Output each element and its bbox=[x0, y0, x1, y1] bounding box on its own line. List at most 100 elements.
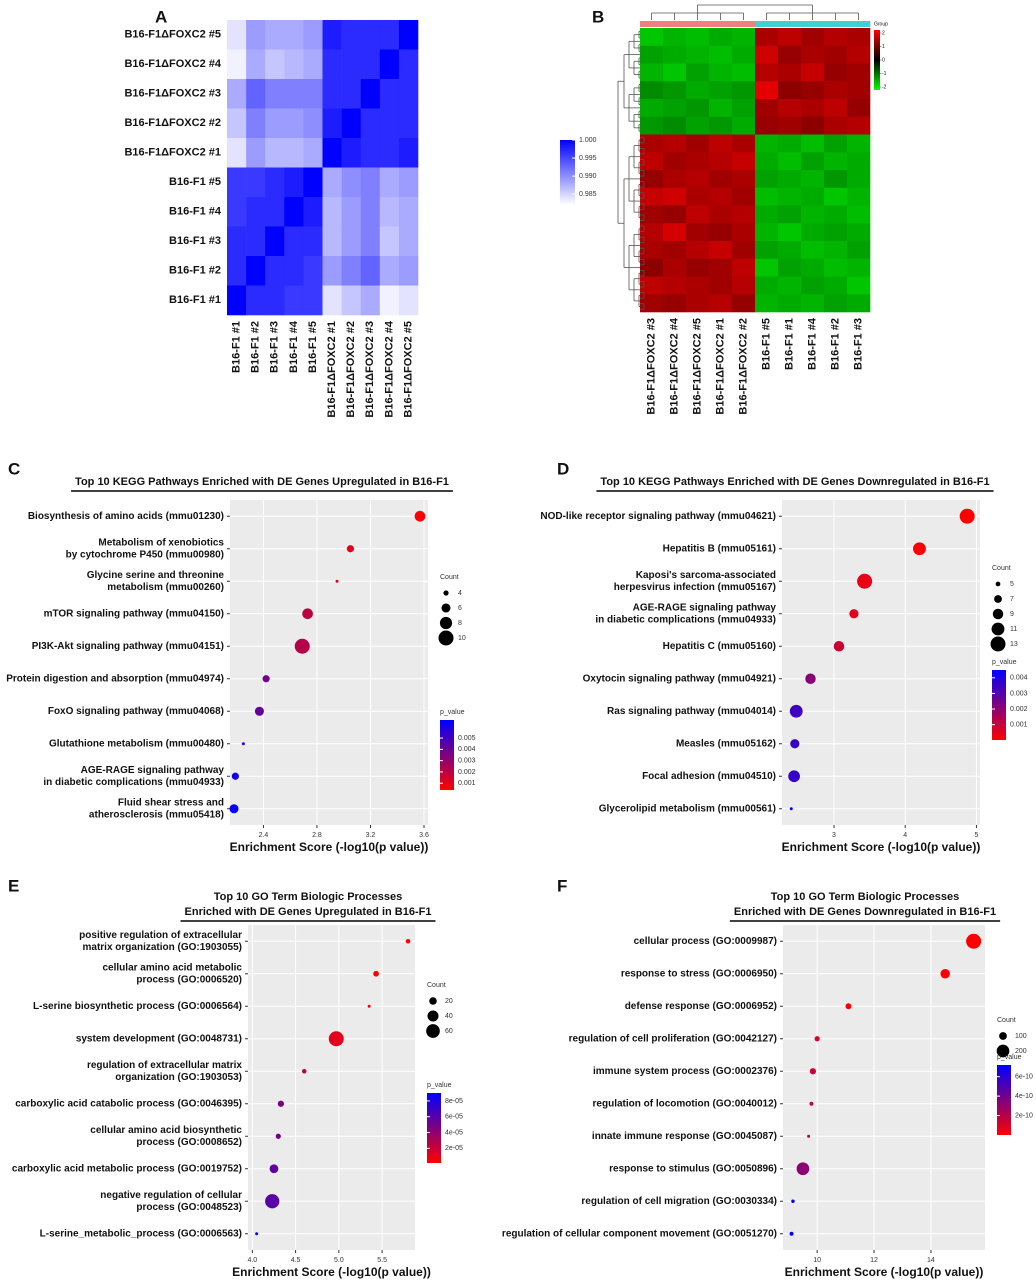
column-label: B16-F1ΔFOXC2 #2 bbox=[737, 318, 749, 415]
y-tick-label: by cytochrome P450 (mmu00980) bbox=[66, 549, 224, 560]
heat-cell bbox=[227, 20, 247, 50]
legend-title: p_value bbox=[440, 709, 465, 716]
colorbar-tick-label: 8e-05 bbox=[445, 1098, 463, 1105]
colorbar-tick-label: 2e-05 bbox=[445, 1145, 463, 1152]
colorbar-tick-label: 0.005 bbox=[458, 735, 476, 742]
heat-cell bbox=[246, 108, 266, 139]
heat-cell bbox=[847, 276, 871, 295]
heat-cell bbox=[686, 116, 710, 135]
heat-cell bbox=[732, 258, 756, 277]
legend-dot bbox=[441, 603, 451, 613]
heat-cell bbox=[303, 167, 323, 198]
colorbar-tick-label: 0.003 bbox=[1010, 690, 1028, 697]
heat-cell bbox=[686, 223, 710, 242]
legend-title: p_value bbox=[427, 1082, 452, 1089]
heat-cell bbox=[824, 28, 848, 47]
colorbar-tick-label: 4e-10 bbox=[1015, 1093, 1033, 1100]
heat-cell bbox=[322, 79, 342, 109]
column-label: B16-F1ΔFOXC2 #1 bbox=[714, 318, 726, 415]
plot-background bbox=[782, 500, 980, 825]
colorbar-tick-label: 0.001 bbox=[1010, 722, 1028, 729]
heat-cell bbox=[824, 294, 848, 313]
panel-label: B bbox=[592, 7, 604, 26]
heat-cell bbox=[732, 99, 756, 118]
y-tick-label: regulation of cell migration (GO:0030334… bbox=[581, 1196, 777, 1207]
heat-cell bbox=[778, 63, 802, 82]
panel-label: E bbox=[8, 876, 19, 895]
heat-cell bbox=[303, 79, 323, 109]
heat-cell bbox=[755, 116, 779, 135]
heat-cell bbox=[847, 63, 871, 82]
x-axis-label: Enrichment Score (-log10(p value)) bbox=[782, 840, 981, 854]
row-label: B16-F1 #4 bbox=[169, 206, 222, 218]
heat-cell bbox=[284, 256, 304, 286]
heat-cell bbox=[847, 294, 871, 313]
heat-cell bbox=[663, 170, 687, 189]
y-tick-label: cellular amino acid metabolic bbox=[103, 962, 243, 973]
heat-cell bbox=[755, 187, 779, 206]
heat-cell bbox=[778, 134, 802, 153]
heat-cell bbox=[755, 276, 779, 295]
heat-cell bbox=[663, 99, 687, 118]
colorbar bbox=[560, 140, 575, 205]
heat-cell bbox=[322, 167, 342, 198]
heat-cell bbox=[227, 285, 247, 316]
y-tick-label: Hepatitis C (mmu05160) bbox=[663, 641, 776, 652]
heat-cell bbox=[265, 226, 285, 257]
heat-cell bbox=[824, 63, 848, 82]
y-tick-label: Glycine serine and threonine bbox=[87, 570, 225, 581]
heat-cell bbox=[265, 138, 285, 168]
heat-cell bbox=[686, 258, 710, 277]
heat-cell bbox=[341, 285, 361, 316]
heat-cell bbox=[360, 20, 381, 50]
heat-cell bbox=[303, 108, 323, 139]
heat-cell bbox=[755, 258, 779, 277]
heat-cell bbox=[379, 79, 400, 109]
heat-cell bbox=[265, 49, 285, 80]
heat-cell bbox=[663, 81, 687, 100]
heat-cell bbox=[265, 256, 285, 286]
dot bbox=[849, 609, 859, 619]
heat-cell bbox=[732, 28, 756, 47]
legend-label: 6 bbox=[458, 605, 462, 612]
y-tick-label: Hepatitis B (mmu05161) bbox=[663, 543, 776, 554]
heat-cell bbox=[686, 45, 710, 64]
heat-cell bbox=[284, 285, 304, 316]
dot bbox=[857, 573, 873, 589]
dot bbox=[241, 742, 245, 746]
heat-cell bbox=[640, 276, 664, 295]
colorbar bbox=[427, 1093, 441, 1163]
heat-cell bbox=[398, 285, 419, 316]
x-tick-label: 3.6 bbox=[419, 832, 429, 839]
dot bbox=[277, 1100, 284, 1107]
heat-cell bbox=[847, 258, 871, 277]
heat-cell bbox=[379, 226, 400, 257]
heat-cell bbox=[847, 116, 871, 135]
column-label: B16-F1ΔFOXC2 #3 bbox=[645, 318, 657, 415]
colorbar bbox=[440, 720, 454, 790]
legend-dot bbox=[443, 590, 449, 596]
dot bbox=[788, 770, 800, 783]
heat-cell bbox=[778, 45, 802, 64]
colorbar bbox=[997, 1065, 1011, 1135]
heat-cell bbox=[322, 285, 342, 316]
heat-cell bbox=[732, 205, 756, 224]
heat-cell bbox=[709, 276, 733, 295]
heat-cell bbox=[709, 152, 733, 171]
heat-cell bbox=[686, 294, 710, 313]
heat-cell bbox=[341, 20, 361, 50]
group-bar bbox=[732, 21, 756, 27]
heat-cell bbox=[709, 116, 733, 135]
heat-cell bbox=[732, 152, 756, 171]
heat-cell bbox=[847, 152, 871, 171]
legend-dot bbox=[990, 636, 1006, 652]
heat-cell bbox=[360, 285, 381, 316]
column-label: B16-F1 #2 bbox=[829, 318, 841, 370]
heat-cell bbox=[227, 256, 247, 286]
heat-cell bbox=[227, 138, 247, 168]
heat-cell bbox=[640, 294, 664, 313]
y-tick-label: process (GO:0048523) bbox=[136, 1202, 242, 1213]
heat-cell bbox=[801, 99, 825, 118]
column-label: B16-F1ΔFOXC2 #1 bbox=[326, 321, 338, 418]
heat-cell bbox=[322, 49, 342, 80]
